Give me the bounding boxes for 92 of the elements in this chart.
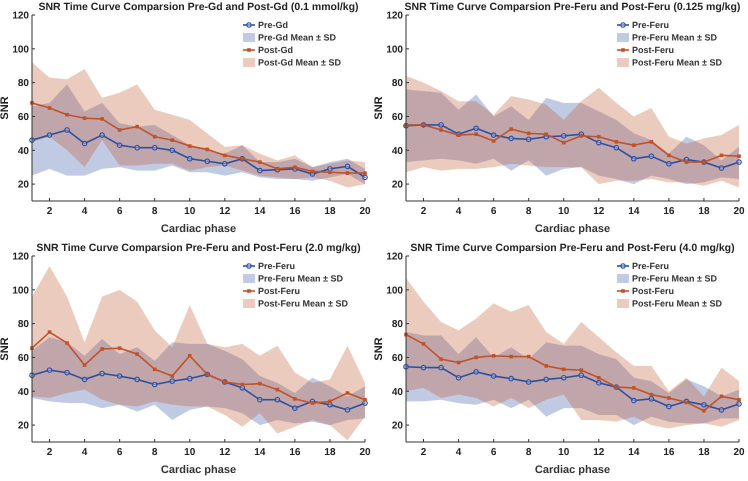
y-tick-label: 120 xyxy=(386,10,404,22)
x-tick-label: 8 xyxy=(152,206,158,217)
x-tick-label: 6 xyxy=(490,206,497,217)
y-tick-label: 60 xyxy=(18,352,30,364)
x-tick-label: 10 xyxy=(558,206,570,217)
y-tick-label: 40 xyxy=(18,386,30,398)
y-tick-label: 80 xyxy=(392,319,404,330)
y-tick-label: 100 xyxy=(386,285,404,296)
annotation: Post-Feru Mean ± SD xyxy=(258,298,348,309)
legend-label: Pre-Feru xyxy=(632,20,670,30)
y-tick-label: 80 xyxy=(18,78,30,90)
x-tick-label: 2 xyxy=(46,447,53,458)
y-tick-label: 20 xyxy=(392,180,404,191)
y-axis-title: SNR xyxy=(0,337,11,361)
x-tick-label: 8 xyxy=(526,447,532,458)
y-tick-label: 60 xyxy=(392,352,404,364)
x-tick-label: 8 xyxy=(526,206,532,217)
x-tick-label: 18 xyxy=(324,206,336,217)
y-tick-label: 80 xyxy=(18,319,30,330)
legend-label: Post-Feru xyxy=(258,286,300,296)
y-tick-label: 100 xyxy=(12,44,30,56)
x-tick-label: 6 xyxy=(490,447,497,458)
x-tick-label: 14 xyxy=(628,447,640,458)
x-tick-label: 16 xyxy=(663,447,675,458)
x-tick-label: 2 xyxy=(46,206,53,217)
chart-title: SNR Time Curve Comparsion Pre-Feru and Post-Feru (4.0 mg/kg) xyxy=(410,242,735,254)
annotation: Pre-Gd Mean ± SD xyxy=(258,32,336,43)
legend-label: Post-Gd xyxy=(258,45,293,56)
x-tick-label: 4 xyxy=(456,447,462,458)
y-tick-label: 20 xyxy=(18,420,30,432)
x-tick-label: 4 xyxy=(82,206,88,217)
x-tick-label: 16 xyxy=(289,447,301,458)
x-tick-label: 12 xyxy=(219,447,231,458)
x-tick-label: 14 xyxy=(254,206,266,217)
y-tick-label: 120 xyxy=(386,252,404,262)
y-tick-label: 40 xyxy=(392,386,404,398)
annotation: Pre-Feru Mean ± SD xyxy=(632,274,718,284)
legend-label: Pre-Gd xyxy=(258,20,288,30)
y-tick-label: 20 xyxy=(18,180,30,191)
x-tick-label: 14 xyxy=(628,206,640,217)
x-axis-title: Cardiac phase xyxy=(534,464,610,476)
x-axis-title: Cardiac phase xyxy=(160,464,236,476)
x-tick-label: 10 xyxy=(184,447,196,458)
y-tick-label: 120 xyxy=(12,252,30,262)
x-tick-label: 2 xyxy=(420,447,427,458)
legend-label: Post-Feru xyxy=(632,286,674,296)
y-tick-label: 60 xyxy=(392,112,404,123)
x-tick-label: 16 xyxy=(663,206,675,217)
x-tick-label: 20 xyxy=(733,206,745,217)
x-axis-title: Cardiac phase xyxy=(534,223,610,235)
chart-title: SNR Time Curve Comparsion Pre-Feru and Post-Feru (0.125 mg/kg) xyxy=(404,1,740,13)
annotation: Pre-Feru Mean ± SD xyxy=(258,274,344,284)
x-tick-label: 8 xyxy=(152,447,158,458)
legend-label: Pre-Feru xyxy=(258,261,296,272)
y-tick-label: 80 xyxy=(392,78,404,90)
y-axis-title: SNR xyxy=(373,96,385,120)
x-tick-label: 6 xyxy=(116,447,123,458)
annotation: Pre-Feru Mean ± SD xyxy=(632,32,718,43)
chart-title: SNR Time Curve Comparsion Pre-Gd and Post-Gd (0.1 mmol/kg) xyxy=(38,1,359,13)
x-tick-label: 18 xyxy=(698,206,710,217)
x-tick-label: 18 xyxy=(324,447,336,458)
y-tick-label: 100 xyxy=(12,285,30,296)
annotation: Post-Gd Mean ± SD xyxy=(258,58,342,68)
y-tick-label: 120 xyxy=(12,10,30,22)
x-tick-label: 18 xyxy=(698,447,710,458)
x-tick-label: 12 xyxy=(593,206,605,217)
legend-label: Pre-Feru xyxy=(632,261,670,272)
y-tick-label: 40 xyxy=(392,146,404,157)
x-tick-label: 20 xyxy=(359,447,371,458)
y-axis-title: SNR xyxy=(373,337,385,361)
x-tick-label: 4 xyxy=(456,206,462,217)
x-tick-label: 12 xyxy=(593,447,605,458)
x-axis-title: Cardiac phase xyxy=(160,223,236,235)
x-tick-label: 2 xyxy=(420,206,427,217)
chart-title: SNR Time Curve Comparsion Pre-Feru and Post-Feru (2.0 mg/kg) xyxy=(36,242,361,254)
y-axis-title: SNR xyxy=(0,96,11,120)
x-tick-label: 4 xyxy=(82,447,88,458)
y-tick-label: 100 xyxy=(386,44,404,56)
x-tick-label: 6 xyxy=(116,206,123,217)
x-tick-label: 10 xyxy=(184,206,196,217)
x-tick-label: 16 xyxy=(289,206,301,217)
x-tick-label: 20 xyxy=(733,447,745,458)
x-tick-label: 12 xyxy=(219,206,231,217)
x-tick-label: 14 xyxy=(254,447,266,458)
annotation: Post-Feru Mean ± SD xyxy=(632,298,722,309)
x-tick-label: 20 xyxy=(359,206,371,217)
x-tick-label: 10 xyxy=(558,447,570,458)
y-tick-label: 40 xyxy=(18,146,30,157)
y-tick-label: 60 xyxy=(18,112,30,123)
y-tick-label: 20 xyxy=(392,420,404,432)
annotation: Post-Feru Mean ± SD xyxy=(632,58,722,68)
legend-label: Post-Feru xyxy=(632,45,674,56)
